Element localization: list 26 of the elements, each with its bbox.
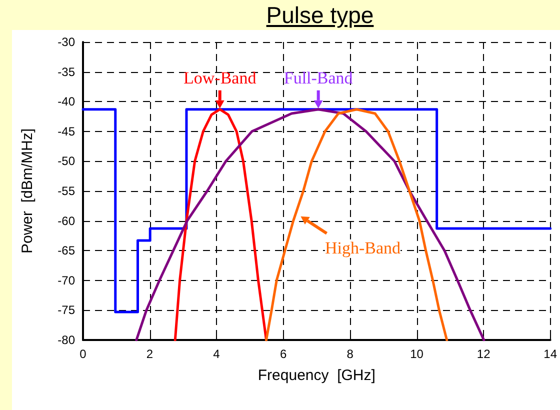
legend-label: High-Band xyxy=(324,238,401,258)
x-tick-label: 6 xyxy=(280,347,287,361)
series-label: Low-Band xyxy=(184,68,257,88)
x-tick-label: 0 xyxy=(80,347,87,361)
y-tick-label: -50 xyxy=(58,154,76,168)
y-tick-label: -70 xyxy=(58,273,76,288)
y-tick-label: -80 xyxy=(58,333,76,347)
y-axis-title: Power [dBm/MHz] xyxy=(19,128,36,254)
y-tick-label: -40 xyxy=(58,94,76,109)
y-tick-label: -75 xyxy=(58,303,76,318)
x-axis-title: Frequency [GHz] xyxy=(258,367,376,384)
x-tick-label: 4 xyxy=(213,347,220,361)
y-tick-label: -35 xyxy=(58,64,76,79)
series-label: Full-Band xyxy=(284,68,354,88)
x-tick-label: 2 xyxy=(146,347,154,361)
line-series xyxy=(265,108,448,342)
x-tick-label: 10 xyxy=(410,347,424,361)
x-tick-label: 8 xyxy=(346,347,354,361)
y-tick-label: -30 xyxy=(58,35,76,49)
y-tick-label: -65 xyxy=(58,244,76,258)
y-tick-label: -55 xyxy=(58,184,76,198)
y-tick-label: -60 xyxy=(58,214,76,228)
chart-title: Pulse type xyxy=(265,1,375,30)
x-tick-label: 12 xyxy=(476,347,491,361)
y-tick-label: -45 xyxy=(58,124,76,138)
x-tick-label: 14 xyxy=(544,347,558,361)
